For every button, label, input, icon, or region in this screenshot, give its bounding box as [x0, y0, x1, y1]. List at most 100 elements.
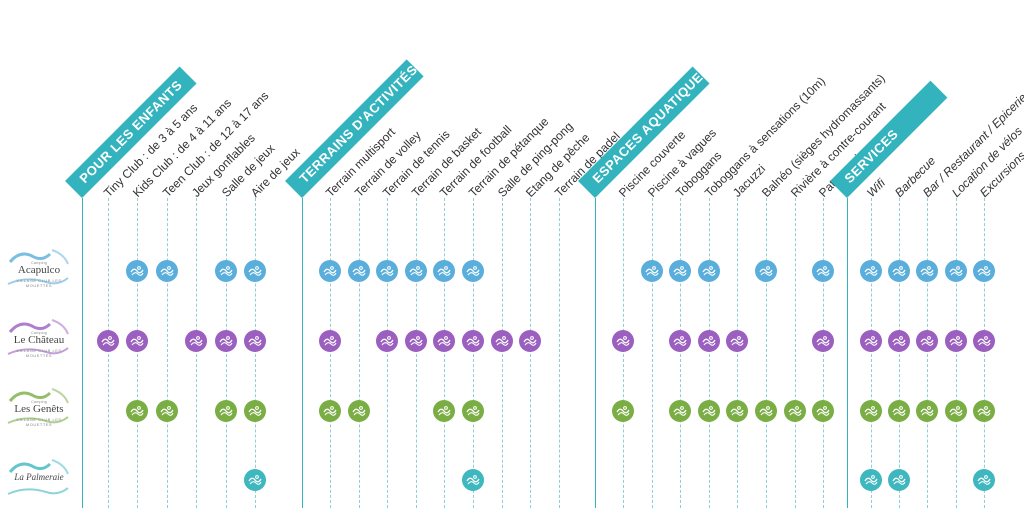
- column-line: [387, 198, 389, 508]
- amenity-available-icon: [462, 260, 484, 282]
- amenity-available-icon: [888, 400, 911, 422]
- logo-name: Acapulco: [17, 264, 61, 276]
- logo-name: La Palmeraie: [14, 472, 64, 482]
- amenity-available-icon: [244, 469, 266, 491]
- logo-name: Les Genêts: [14, 403, 64, 415]
- amenity-available-icon: [376, 330, 399, 352]
- amenity-available-icon: [726, 330, 749, 352]
- amenity-available-icon: [404, 330, 427, 352]
- amenity-available-icon: [612, 400, 634, 422]
- amenity-available-icon: [126, 400, 149, 422]
- amenity-available-icon: [972, 260, 995, 282]
- amenity-available-icon: [155, 400, 178, 422]
- column-line: [108, 198, 109, 508]
- amenity-available-icon: [319, 400, 341, 422]
- amenity-available-icon: [126, 330, 149, 352]
- logo-wave-mark: [6, 458, 70, 498]
- amenity-available-icon: [812, 330, 835, 352]
- amenity-available-icon: [490, 330, 513, 352]
- amenity-available-icon: [860, 469, 882, 491]
- genets-logo-icon: Camping Les Genêts VILLAGE CLUB LES MOUETT…: [6, 387, 70, 427]
- amenity-available-icon: [462, 469, 484, 491]
- amenity-available-icon: [612, 330, 634, 352]
- column-line: [708, 198, 710, 508]
- logo-wave-mark: [6, 318, 70, 358]
- column-line: [166, 198, 168, 508]
- column-label: Wifi: [864, 175, 888, 200]
- amenity-available-icon: [944, 400, 967, 422]
- amenity-available-icon: [347, 260, 370, 282]
- amenity-available-icon: [944, 330, 967, 352]
- amenity-available-icon: [726, 400, 749, 422]
- amenity-available-icon: [888, 330, 911, 352]
- section-divider-line: [302, 198, 303, 508]
- amenity-available-icon: [433, 260, 456, 282]
- amenity-available-icon: [97, 330, 119, 352]
- column-line: [737, 198, 739, 508]
- logo-prefix: Camping: [30, 260, 47, 265]
- column-label: Balnéo (sièges hydromassants): [759, 71, 888, 200]
- column-line: [766, 198, 767, 508]
- amenity-available-icon: [462, 330, 484, 352]
- logo-subtitle: VILLAGE CLUB LES MOUETTES: [16, 278, 62, 288]
- amenity-available-icon: [783, 400, 806, 422]
- amenity-available-icon: [697, 260, 720, 282]
- amenity-available-icon: [916, 400, 939, 422]
- amenity-available-icon: [916, 330, 939, 352]
- amenity-available-icon: [244, 260, 266, 282]
- amenity-available-icon: [669, 330, 692, 352]
- amenity-available-icon: [244, 400, 266, 422]
- column-line: [255, 198, 256, 508]
- amenity-available-icon: [214, 260, 237, 282]
- column-line: [623, 198, 624, 508]
- amenity-available-icon: [860, 330, 882, 352]
- amenity-available-icon: [376, 260, 399, 282]
- column-line: [444, 198, 446, 508]
- amenity-available-icon: [972, 330, 995, 352]
- section-divider-line: [82, 198, 83, 508]
- amenity-available-icon: [214, 400, 237, 422]
- amenity-available-icon: [669, 400, 692, 422]
- column-line: [983, 198, 985, 508]
- amenity-available-icon: [888, 260, 911, 282]
- column-line: [680, 198, 682, 508]
- amenity-available-icon: [812, 400, 835, 422]
- logo-subtitle: VILLAGE CLUB LES MOUETTES: [16, 348, 62, 358]
- amenity-available-icon: [319, 330, 341, 352]
- amenity-available-icon: [319, 260, 341, 282]
- column-line: [501, 198, 503, 508]
- logo-wave-mark: [6, 387, 70, 427]
- amenity-available-icon: [755, 400, 777, 422]
- amenity-available-icon: [433, 330, 456, 352]
- amenity-available-icon: [669, 260, 692, 282]
- acapulco-logo-icon: Camping Acapulco VILLAGE CLUB LES MOUETTES: [6, 248, 70, 288]
- amenity-available-icon: [155, 260, 178, 282]
- amenity-available-icon: [888, 469, 911, 491]
- amenity-available-icon: [347, 400, 370, 422]
- column-line: [927, 198, 929, 508]
- amenity-available-icon: [185, 330, 208, 352]
- column-line: [955, 198, 957, 508]
- column-line: [196, 198, 198, 508]
- column-line: [225, 198, 227, 508]
- amenity-available-icon: [812, 260, 835, 282]
- column-line: [794, 198, 796, 508]
- column-line: [330, 198, 331, 508]
- section-divider-line: [847, 198, 848, 508]
- column-line: [473, 198, 474, 508]
- column-line: [530, 198, 532, 508]
- section-divider-line: [595, 198, 596, 508]
- amenity-available-icon: [462, 400, 484, 422]
- logo-prefix: Camping: [30, 330, 47, 335]
- amenity-available-icon: [697, 400, 720, 422]
- column-line: [823, 198, 825, 508]
- amenity-available-icon: [972, 469, 995, 491]
- amenity-available-icon: [860, 400, 882, 422]
- amenity-available-icon: [640, 260, 663, 282]
- amenity-available-icon: [755, 260, 777, 282]
- column-line: [871, 198, 872, 508]
- amenity-available-icon: [944, 260, 967, 282]
- column-line: [651, 198, 653, 508]
- amenity-available-icon: [972, 400, 995, 422]
- column-line: [558, 198, 560, 508]
